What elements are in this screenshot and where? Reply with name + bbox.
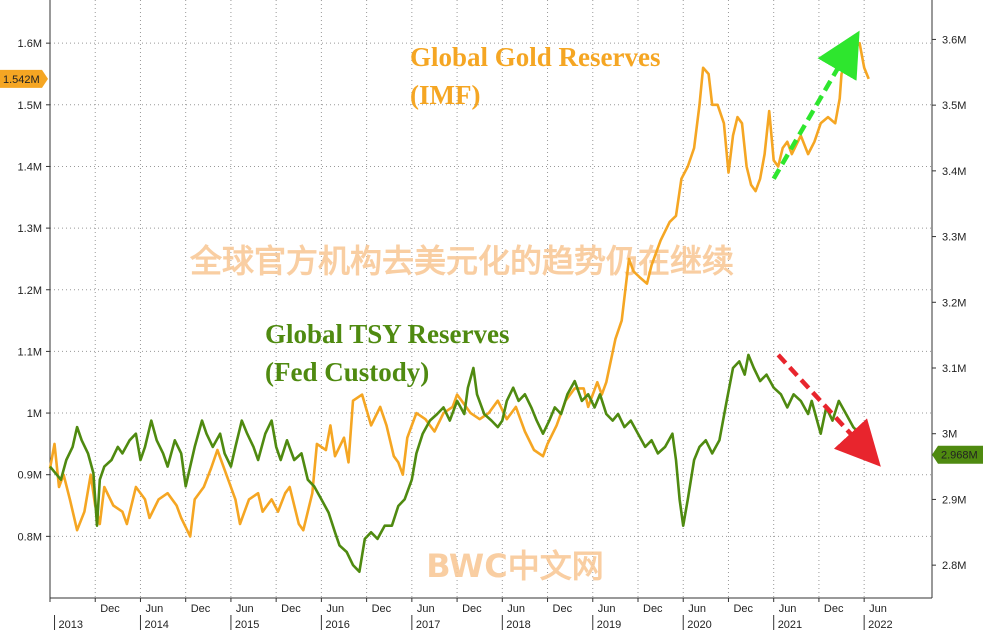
right-tick-label: 3.3M [942,232,966,244]
x-tick-label: Jun [507,603,525,615]
gold-title-line2: (IMF) [410,80,480,110]
x-tick-label: Jun [598,603,616,615]
tsy-title-line1: Global TSY Reserves [265,319,510,349]
x-year-label: 2013 [59,619,83,631]
tsy-last-value-label: 2.968M [941,450,978,462]
right-tick-label: 3.2M [942,297,966,309]
right-tick-label: 2.9M [942,494,966,506]
x-year-label: 2015 [235,619,259,631]
axes [49,0,933,599]
left-axis-ticks: 0.8M 0.9M 1M 1.1M 1.2M 1.3M 1.4M 1.5M 1.6M [18,38,50,543]
x-tick-label: Dec [462,603,482,615]
gridlines [49,0,932,598]
tsy-last-value-badge [932,445,983,464]
x-tick-label: Jun [779,603,797,615]
trend-arrows [771,30,881,467]
x-tick-label: Jun [417,603,435,615]
x-year-label: 2021 [778,619,802,631]
x-tick-label: Dec [100,603,120,615]
right-axis-ticks: 2.8M 2.9M 3M 3.1M 3.2M 3.3M 3.4M 3.5M 3.6M [932,34,966,572]
x-tick-label: Jun [869,603,887,615]
right-tick-label: 3M [942,429,957,441]
right-tick-label: 3.4M [942,166,966,178]
x-axis-ticks: Dec Jun Dec Jun Dec Jun Dec Jun Dec Jun Dec Jun Dec J… [49,598,893,631]
x-tick-label: Jun [326,603,344,615]
x-year-label: 2014 [144,619,168,631]
last-value-badges: 1.542M 2.968M [0,69,983,464]
x-tick-label: Jun [688,603,706,615]
left-tick-label: 1M [27,408,42,420]
right-tick-label: 3.1M [942,363,966,375]
watermark-cn: 全球官方机构去美元化的趋势仍在继续 [189,242,734,280]
left-tick-label: 1.6M [18,38,42,50]
gold-last-value-label: 1.542M [3,74,40,86]
x-year-label: 2017 [416,619,440,631]
watermarks: 全球官方机构去美元化的趋势仍在继续 BWC中文网 [189,242,734,585]
uptrend-arrow [771,30,860,180]
left-tick-label: 1.3M [18,223,42,235]
series-titles: Global Gold Reserves (IMF) Global TSY Re… [265,42,661,387]
x-year-label: 2016 [325,619,349,631]
x-tick-label: Dec [643,603,663,615]
x-tick-label: Dec [281,603,301,615]
right-tick-label: 3.6M [942,34,966,46]
downtrend-arrow [776,353,881,467]
x-tick-label: Jun [236,603,254,615]
x-year-label: 2020 [687,619,711,631]
x-tick-label: Dec [191,603,211,615]
left-tick-label: 1.1M [18,346,42,358]
left-tick-label: 0.9M [18,470,42,482]
x-year-label: 2019 [597,619,621,631]
tsy-title-line2: (Fed Custody) [265,357,429,387]
x-year-label: 2018 [506,619,530,631]
gold-title-line1: Global Gold Reserves [410,42,661,72]
watermark-brand: BWC中文网 [426,547,603,585]
left-tick-label: 1.5M [18,100,42,112]
x-tick-label: Dec [733,603,753,615]
x-tick-label: Dec [824,603,844,615]
x-tick-label: Dec [372,603,392,615]
x-tick-label: Dec [553,603,573,615]
left-tick-label: 1.2M [18,285,42,297]
right-tick-label: 3.5M [942,100,966,112]
gold-reserves-line [48,41,870,538]
right-tick-label: 2.8M [942,560,966,572]
tsy-reserves-line [49,353,873,573]
x-tick-label: Jun [145,603,163,615]
series [48,41,873,573]
gold-last-value-badge [0,69,48,88]
left-tick-label: 1.4M [18,161,42,173]
left-tick-label: 0.8M [18,531,42,543]
x-year-label: 2022 [868,619,892,631]
